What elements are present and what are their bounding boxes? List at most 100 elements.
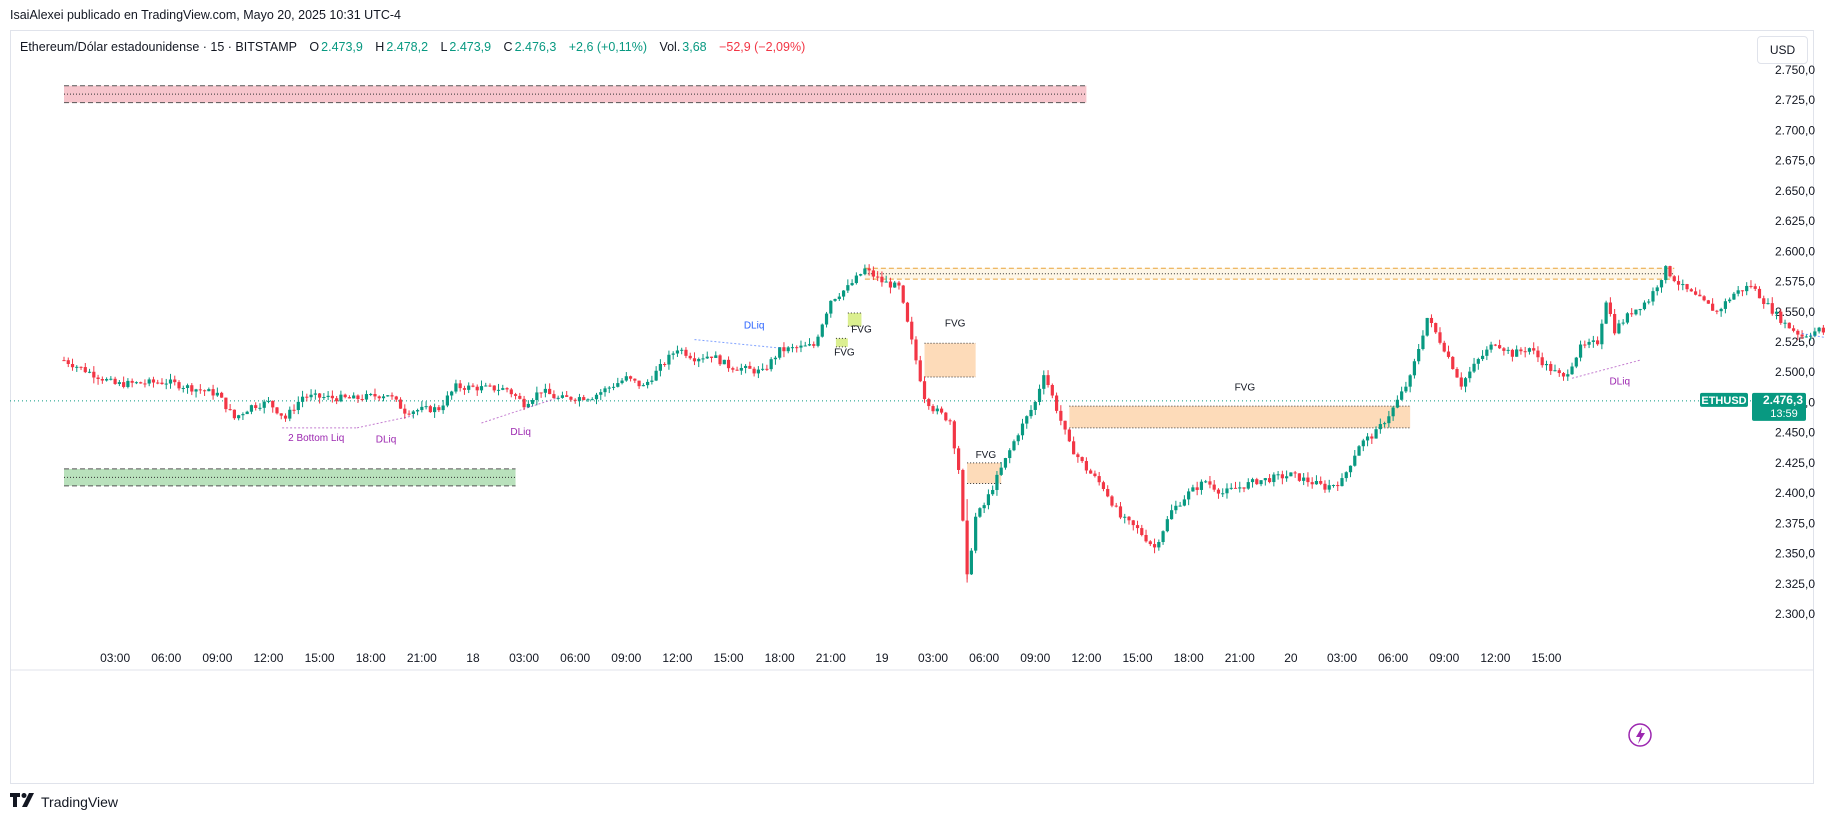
candle-body — [79, 366, 83, 368]
open-label: O — [309, 40, 320, 54]
candle-body — [454, 383, 458, 392]
candle-body — [1728, 299, 1732, 302]
candle-body — [1327, 485, 1331, 490]
candle-body — [1706, 300, 1710, 304]
lightning-icon[interactable] — [1628, 723, 1652, 747]
candle-body — [1532, 348, 1536, 351]
candle-body — [1745, 285, 1749, 292]
publisher-credit: IsaiAlexei publicado en TradingView.com,… — [10, 8, 401, 22]
candle-body — [254, 405, 258, 409]
volume-label: Vol. — [659, 40, 681, 54]
candle-body — [467, 385, 471, 390]
ohlc-legend: Ethereum/Dólar estadounidense · 15 · BIT… — [20, 40, 807, 54]
candle-body — [1600, 323, 1604, 345]
candle-body — [198, 389, 202, 391]
candle-body — [1187, 491, 1191, 500]
candle-body — [829, 300, 833, 314]
candle-body — [1472, 363, 1476, 372]
currency-button[interactable]: USD — [1757, 36, 1808, 64]
candle-body — [1485, 349, 1489, 356]
candle-body — [386, 395, 390, 397]
candle-body — [603, 388, 607, 393]
y-tick-label: 2.525,0 — [1775, 335, 1815, 349]
candle-body — [850, 283, 854, 286]
candle-body — [70, 364, 75, 368]
candle-body — [786, 347, 790, 352]
candle-body — [1553, 370, 1557, 372]
candle-body — [1570, 366, 1574, 375]
candle-body — [935, 408, 939, 412]
candle-body — [931, 406, 935, 412]
candle-body — [479, 386, 484, 391]
candle-body — [1510, 349, 1514, 357]
candle-body — [744, 365, 748, 368]
y-tick-label: 2.425,0 — [1775, 456, 1815, 470]
candle-body — [1762, 298, 1766, 305]
candle-body — [905, 302, 910, 322]
candle-body — [1118, 506, 1123, 518]
candle-body — [901, 285, 905, 303]
candle-body — [1561, 373, 1566, 377]
candle-body — [560, 395, 565, 398]
candle-body — [450, 391, 454, 396]
candle-body — [1050, 385, 1054, 396]
candle-body — [1583, 344, 1587, 346]
candle-body — [271, 400, 275, 408]
candle-body — [1016, 435, 1020, 442]
candle-body — [675, 350, 680, 354]
candle-body — [731, 368, 735, 370]
candle-body — [1059, 410, 1063, 421]
candle-body — [1046, 375, 1050, 386]
candle-body — [1732, 293, 1736, 300]
candle-body — [292, 409, 296, 411]
candle-body — [620, 380, 624, 384]
candle-body — [1668, 266, 1672, 277]
candle-body — [241, 414, 245, 416]
candle-body — [914, 339, 918, 361]
candle-body — [1446, 351, 1451, 357]
candle-body — [1127, 516, 1131, 521]
candle-body — [1438, 332, 1442, 343]
candle-body — [531, 399, 535, 404]
candle-body — [1809, 335, 1813, 337]
candle-body — [1003, 458, 1008, 468]
candle-body — [300, 396, 305, 402]
candle-body — [1131, 520, 1135, 526]
tradingview-footer[interactable]: TradingView — [10, 793, 118, 811]
tradingview-brand: TradingView — [41, 794, 119, 810]
candle-body — [948, 420, 952, 422]
candle-body — [1276, 474, 1280, 476]
y-tick-label: 2.575,0 — [1775, 275, 1815, 289]
candle-body — [1536, 350, 1540, 358]
candle-body — [1101, 482, 1106, 489]
candle-body — [147, 379, 151, 384]
candle-body — [688, 355, 692, 359]
candle-body — [565, 395, 569, 397]
candle-body — [658, 364, 662, 371]
candle-body — [177, 382, 181, 389]
candle-body — [1408, 375, 1412, 387]
candle-body — [1387, 416, 1391, 424]
candle-body — [283, 415, 288, 419]
candle-body — [1323, 483, 1327, 490]
candle-body — [795, 347, 799, 349]
candle-body — [1506, 349, 1510, 351]
candle-body — [1063, 420, 1067, 430]
candle-body — [1008, 450, 1012, 459]
candle-body — [1796, 330, 1800, 335]
symbol-title[interactable]: Ethereum/Dólar estadounidense · 15 · BIT… — [20, 40, 297, 54]
annotation-label: DLiq — [376, 434, 397, 445]
candle-body — [1084, 461, 1088, 471]
candle-body — [1502, 348, 1506, 351]
candle-body — [769, 359, 773, 370]
candle-body — [513, 394, 518, 396]
candle-body — [1459, 377, 1463, 387]
candle-body — [462, 388, 467, 390]
candle-body — [207, 389, 211, 392]
candle-body — [607, 387, 611, 389]
candle-body — [318, 393, 322, 398]
candle-body — [381, 396, 386, 399]
candle-body — [347, 397, 352, 399]
x-tick-label: 06:00 — [1378, 651, 1408, 665]
